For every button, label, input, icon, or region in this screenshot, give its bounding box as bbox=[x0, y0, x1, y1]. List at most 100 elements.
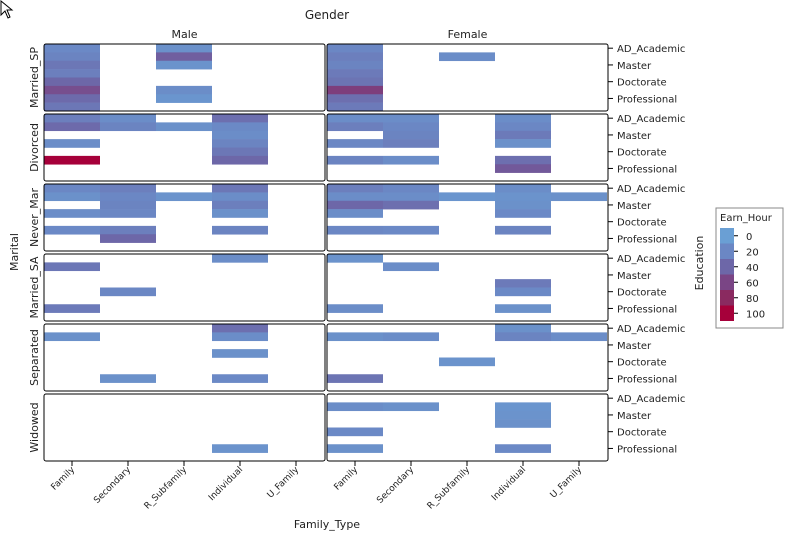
heatmap-cell bbox=[156, 60, 212, 70]
heatmap-cell bbox=[44, 304, 100, 313]
legend-swatch bbox=[720, 228, 734, 244]
y-tick-label: Master bbox=[617, 201, 652, 212]
y-tick-label: Doctorate bbox=[617, 428, 667, 439]
heatmap-cell bbox=[495, 209, 551, 218]
heatmap-cell bbox=[44, 94, 100, 103]
x-tick-label: Family bbox=[333, 465, 361, 493]
legend-swatch bbox=[720, 274, 734, 290]
x-tick-label: U_Family bbox=[266, 465, 302, 501]
heatmap-cell bbox=[327, 192, 383, 202]
heatmap-cell bbox=[327, 304, 383, 313]
heatmap-cell bbox=[212, 155, 268, 165]
heatmap-cell bbox=[383, 225, 439, 235]
row-facet-label: Separated bbox=[28, 329, 41, 386]
heatmap-cell bbox=[44, 192, 100, 202]
heatmap-cell bbox=[212, 184, 268, 193]
legend-value-label: 0 bbox=[746, 232, 752, 243]
heatmap-cell bbox=[212, 324, 268, 333]
facet-panel bbox=[43, 43, 326, 112]
legend-swatch bbox=[720, 290, 734, 306]
legend-value-label: 100 bbox=[746, 309, 765, 320]
y-tick-label: Doctorate bbox=[617, 218, 667, 229]
heatmap-cell bbox=[327, 60, 383, 70]
heatmap-cell bbox=[495, 139, 551, 148]
facet-panel bbox=[326, 113, 609, 182]
row-facet-label: Married_SP bbox=[28, 47, 41, 108]
heatmap-cell bbox=[327, 122, 383, 132]
heatmap-cell bbox=[212, 122, 268, 132]
heatmap-cell bbox=[495, 402, 551, 412]
heatmap-cell bbox=[495, 410, 551, 420]
column-facet-label: Male bbox=[171, 28, 197, 41]
heatmap-cell bbox=[44, 122, 100, 132]
heatmap-cell bbox=[495, 130, 551, 140]
heatmap-cell bbox=[383, 184, 439, 193]
heatmap-cell bbox=[100, 200, 156, 210]
heatmap-cell bbox=[383, 122, 439, 132]
heatmap-cell bbox=[495, 164, 551, 173]
heatmap-cell bbox=[44, 69, 100, 78]
heatmap-cell bbox=[212, 200, 268, 210]
heatmap-cell bbox=[495, 287, 551, 297]
heatmap-cell bbox=[495, 225, 551, 235]
heatmap-cell bbox=[383, 130, 439, 140]
legend-swatch bbox=[720, 243, 734, 259]
heatmap-cell bbox=[495, 114, 551, 123]
y-tick-label: AD_Academic bbox=[617, 114, 685, 125]
y-tick-label: Master bbox=[617, 411, 652, 422]
facet-panel bbox=[43, 183, 326, 252]
facet-panel bbox=[43, 253, 326, 322]
x-tick-label: R_Subfamily bbox=[143, 465, 190, 512]
heatmap-cell bbox=[156, 94, 212, 103]
y-tick-label: Master bbox=[617, 131, 652, 142]
x-tick-label: Individual bbox=[490, 465, 528, 503]
heatmap-cell bbox=[44, 225, 100, 235]
heatmap-cell bbox=[383, 139, 439, 148]
heatmap-cell bbox=[383, 402, 439, 412]
x-tick-label: Secondary bbox=[92, 465, 133, 506]
heatmap-cell bbox=[44, 209, 100, 218]
y-axis-label: Marital bbox=[8, 233, 21, 271]
x-axis-label: Family_Type bbox=[294, 518, 360, 531]
row-facet-label: Never_Mar bbox=[28, 188, 41, 248]
heatmap-cell bbox=[100, 184, 156, 193]
y-tick-label: Doctorate bbox=[617, 288, 667, 299]
legend-swatch bbox=[720, 305, 734, 321]
y-tick-label: Doctorate bbox=[617, 358, 667, 369]
y-tick-label: Doctorate bbox=[617, 78, 667, 89]
heatmap-cell bbox=[44, 184, 100, 193]
heatmap-cell bbox=[212, 209, 268, 218]
heatmap-cell bbox=[44, 77, 100, 87]
heatmap-cell bbox=[327, 94, 383, 103]
facet-panel bbox=[43, 323, 326, 392]
heatmap-cell bbox=[44, 139, 100, 148]
heatmap-cell bbox=[327, 139, 383, 148]
heatmap-cell bbox=[212, 192, 268, 202]
heatmap-cell bbox=[212, 444, 268, 453]
heatmap-cell bbox=[327, 69, 383, 78]
heatmap-cell bbox=[327, 402, 383, 412]
y-tick-label: Master bbox=[617, 341, 652, 352]
y-tick-label: AD_Academic bbox=[617, 254, 685, 265]
heatmap-cell bbox=[156, 122, 212, 132]
heatmap-cell bbox=[327, 444, 383, 453]
heatmap-cell bbox=[439, 192, 495, 202]
heatmap-cell bbox=[327, 184, 383, 193]
x-tick-label: Individual bbox=[207, 465, 245, 503]
heatmap-cell bbox=[327, 374, 383, 383]
heatmap-cell bbox=[44, 102, 100, 112]
heatmap-cell bbox=[495, 444, 551, 453]
heatmap-cell bbox=[156, 52, 212, 62]
legend-value-label: 40 bbox=[746, 263, 759, 274]
heatmap-cell bbox=[495, 332, 551, 342]
x-tick-label: R_Subfamily bbox=[426, 465, 473, 512]
x-tick-label: U_Family bbox=[549, 465, 585, 501]
y-tick-label: AD_Academic bbox=[617, 44, 685, 55]
x-tick-label: Secondary bbox=[375, 465, 416, 506]
heatmap-cell bbox=[327, 102, 383, 112]
heatmap-cell bbox=[551, 192, 607, 202]
color-legend: Earn_Hour 0 20 40 60 80 100 bbox=[715, 207, 784, 329]
facet-panel bbox=[326, 183, 609, 252]
heatmap-cell bbox=[383, 192, 439, 202]
heatmap-cell bbox=[327, 254, 383, 263]
